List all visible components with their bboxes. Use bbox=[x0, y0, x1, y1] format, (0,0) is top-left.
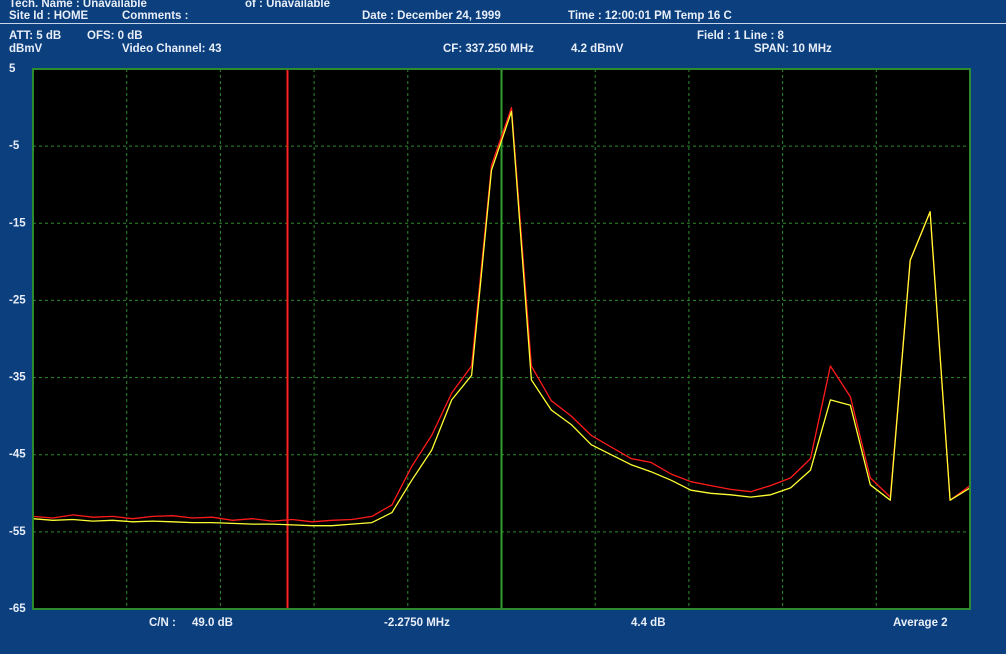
video-channel: Video Channel: 43 bbox=[122, 43, 221, 55]
cn-label: C/N : bbox=[149, 617, 176, 629]
y-tick-label: -55 bbox=[9, 526, 26, 538]
y-tick-label: 5 bbox=[9, 63, 16, 75]
center-frequency: CF: 337.250 MHz bbox=[443, 43, 534, 55]
ofs: OFS: 0 dB bbox=[87, 30, 143, 42]
field-line: Field : 1 Line : 8 bbox=[697, 30, 785, 42]
y-tick-label: -35 bbox=[9, 372, 26, 384]
y-tick-label: -65 bbox=[9, 603, 26, 615]
cn-value: 49.0 dB bbox=[192, 617, 233, 629]
date: Date : December 24, 1999 bbox=[362, 10, 501, 22]
att: ATT: 5 dB bbox=[9, 30, 61, 42]
site-id: Site Id : HOME bbox=[9, 10, 89, 22]
time: Time : 12:00:01 PM Temp 16 C bbox=[568, 10, 732, 22]
y-tick-label: -15 bbox=[9, 217, 26, 229]
y-tick-label: -5 bbox=[9, 140, 20, 152]
trace bbox=[32, 106, 971, 523]
center-level: 4.2 dBmV bbox=[571, 43, 624, 55]
average: Average 2 bbox=[893, 617, 948, 629]
y-unit: dBmV bbox=[9, 43, 43, 55]
comments: Comments : bbox=[122, 10, 188, 22]
y-tick-label: -45 bbox=[9, 449, 26, 461]
tech-name: Tech. Name : Unavailable bbox=[9, 0, 147, 10]
plot-border bbox=[32, 68, 971, 610]
trace bbox=[32, 110, 971, 527]
of-field: of : Unavailable bbox=[245, 0, 330, 10]
marker-level: 4.4 dB bbox=[631, 617, 666, 629]
span: SPAN: 10 MHz bbox=[754, 43, 832, 55]
y-tick-label: -25 bbox=[9, 294, 26, 306]
marker-offset: -2.2750 MHz bbox=[384, 617, 450, 629]
